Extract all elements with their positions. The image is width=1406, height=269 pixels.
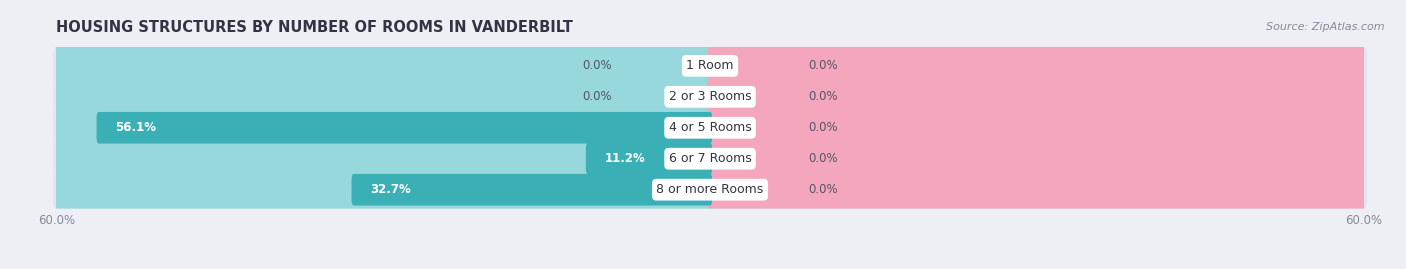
FancyBboxPatch shape [707, 140, 1367, 178]
FancyBboxPatch shape [707, 78, 1367, 116]
FancyBboxPatch shape [53, 140, 1367, 178]
Legend: Owner-occupied, Renter-occupied: Owner-occupied, Renter-occupied [579, 267, 841, 269]
FancyBboxPatch shape [53, 140, 713, 178]
Text: 2 or 3 Rooms: 2 or 3 Rooms [669, 90, 751, 103]
FancyBboxPatch shape [352, 174, 713, 206]
Text: 11.2%: 11.2% [605, 152, 645, 165]
Text: 4 or 5 Rooms: 4 or 5 Rooms [669, 121, 751, 134]
Text: HOUSING STRUCTURES BY NUMBER OF ROOMS IN VANDERBILT: HOUSING STRUCTURES BY NUMBER OF ROOMS IN… [56, 20, 574, 35]
Text: 8 or more Rooms: 8 or more Rooms [657, 183, 763, 196]
Text: 32.7%: 32.7% [370, 183, 411, 196]
Text: 0.0%: 0.0% [808, 90, 838, 103]
FancyBboxPatch shape [53, 171, 1367, 208]
Text: 0.0%: 0.0% [808, 59, 838, 72]
FancyBboxPatch shape [707, 109, 1367, 147]
Text: 0.0%: 0.0% [808, 183, 838, 196]
Text: 0.0%: 0.0% [582, 90, 612, 103]
FancyBboxPatch shape [97, 112, 713, 144]
Text: 0.0%: 0.0% [808, 152, 838, 165]
FancyBboxPatch shape [53, 109, 713, 147]
FancyBboxPatch shape [53, 47, 1367, 85]
Text: Source: ZipAtlas.com: Source: ZipAtlas.com [1267, 22, 1385, 31]
FancyBboxPatch shape [707, 47, 1367, 85]
FancyBboxPatch shape [53, 78, 1367, 116]
FancyBboxPatch shape [53, 109, 1367, 147]
FancyBboxPatch shape [53, 47, 713, 85]
FancyBboxPatch shape [707, 171, 1367, 208]
FancyBboxPatch shape [586, 143, 713, 175]
Text: 56.1%: 56.1% [115, 121, 156, 134]
Text: 6 or 7 Rooms: 6 or 7 Rooms [669, 152, 751, 165]
Text: 0.0%: 0.0% [808, 121, 838, 134]
FancyBboxPatch shape [53, 171, 713, 208]
Text: 0.0%: 0.0% [582, 59, 612, 72]
FancyBboxPatch shape [53, 78, 713, 116]
Text: 1 Room: 1 Room [686, 59, 734, 72]
